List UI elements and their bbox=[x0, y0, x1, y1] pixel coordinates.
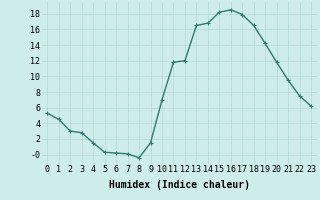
X-axis label: Humidex (Indice chaleur): Humidex (Indice chaleur) bbox=[109, 180, 250, 190]
